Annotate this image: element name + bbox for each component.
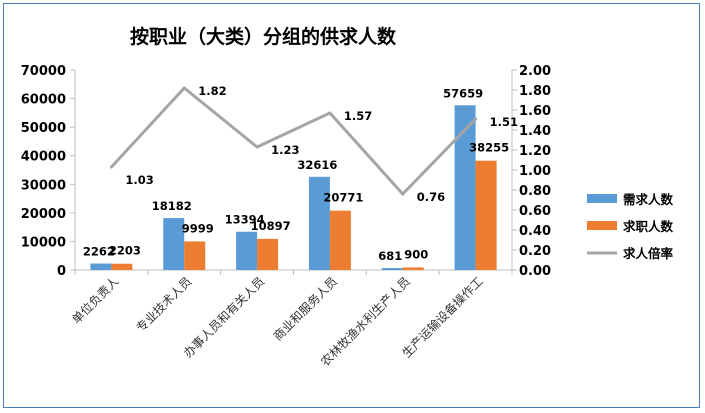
legend-label: 需求人数 <box>623 192 674 207</box>
bar-data-label: 32616 <box>297 158 337 172</box>
ratio-point <box>474 117 478 121</box>
y-left-tick-label: 10000 <box>21 235 66 250</box>
x-category-label: 办事人员和有关人员 <box>180 274 267 361</box>
legend-label: 求人倍率 <box>623 246 674 261</box>
y-right-tick-label: 0.20 <box>519 244 551 259</box>
ratio-point <box>255 145 259 149</box>
y-left-tick-label: 60000 <box>21 93 66 108</box>
bar-data-label: 18182 <box>152 199 192 213</box>
y-left-tick-label: 40000 <box>21 150 66 165</box>
y-right-tick-label: 1.80 <box>519 84 551 99</box>
bar-data-label: 9999 <box>182 221 214 235</box>
bar-jobseekers <box>475 160 497 270</box>
x-category-label: 专业技术人员 <box>133 274 195 336</box>
line-data-label: 1.82 <box>198 84 226 98</box>
bars <box>90 105 497 270</box>
bar-jobseekers <box>402 267 424 270</box>
bar-jobseekers <box>184 241 206 270</box>
bar-demand <box>454 105 476 270</box>
y-left-tick-label: 70000 <box>21 64 66 79</box>
line-data-label: 1.57 <box>344 109 372 123</box>
bar-data-label: 900 <box>404 247 428 261</box>
bar-jobseekers <box>257 238 279 270</box>
x-category-label: 生产运输设备操作工 <box>399 274 486 361</box>
ratio-point <box>328 111 332 115</box>
ratio-line-path <box>110 86 477 196</box>
bar-data-label: 20771 <box>323 191 363 205</box>
chart-frame <box>3 3 700 408</box>
ratio-point <box>182 86 186 90</box>
y-right-tick-label: 1.40 <box>519 124 551 139</box>
bar-demand <box>381 268 403 270</box>
y-left-tick-label: 30000 <box>21 178 66 193</box>
bar-jobseekers <box>111 263 133 270</box>
y-left-tick-label: 20000 <box>21 207 66 222</box>
bar-data-label: 38255 <box>469 141 509 155</box>
bar-data-label: 681 <box>378 249 402 263</box>
y-left-tick-label: 50000 <box>21 121 66 136</box>
bar-data-label: 2262 <box>83 245 115 259</box>
legend-label: 求职人数 <box>623 219 674 234</box>
bar-data-label: 13394 <box>225 213 265 227</box>
ratio-point <box>401 192 405 196</box>
bar-demand <box>308 176 330 270</box>
ratio-point <box>109 165 113 169</box>
line-data-label: 0.76 <box>417 190 445 204</box>
legend-swatch <box>587 194 617 203</box>
y-right-tick-label: 0.00 <box>519 264 551 279</box>
data-labels: 2262 18182 13394 32616 681 57659 2203 9999 10897… <box>83 84 518 263</box>
ratio-line <box>109 86 478 196</box>
y-right-tick-label: 1.60 <box>519 104 551 119</box>
y-right-tick-label: 0.40 <box>519 224 551 239</box>
bar-data-label: 2203 <box>109 244 141 258</box>
bar-jobseekers <box>329 210 351 270</box>
bar-demand <box>90 263 112 270</box>
x-category-label: 单位负责人 <box>68 274 121 327</box>
y-right-tick-label: 1.20 <box>519 144 551 159</box>
y-right-tick-label: 2.00 <box>519 64 551 79</box>
y-right-tick-label: 0.60 <box>519 204 551 219</box>
y-right-tick-label: 0.80 <box>519 184 551 199</box>
bar-data-label: 57659 <box>443 86 483 100</box>
line-data-label: 1.51 <box>490 115 518 129</box>
y-right-tick-label: 1.00 <box>519 164 551 179</box>
legend-swatch <box>587 221 617 230</box>
chart-title: 按职业（大类）分组的供求人数 <box>130 25 397 48</box>
y-left-tick-label: 0 <box>57 264 66 279</box>
x-category-label: 商业和服务人员 <box>270 274 340 344</box>
bar-demand <box>163 218 185 270</box>
line-data-label: 1.23 <box>271 143 299 157</box>
line-data-label: 1.03 <box>125 173 153 187</box>
bar-data-label: 10897 <box>251 219 291 233</box>
bar-demand <box>236 231 258 270</box>
